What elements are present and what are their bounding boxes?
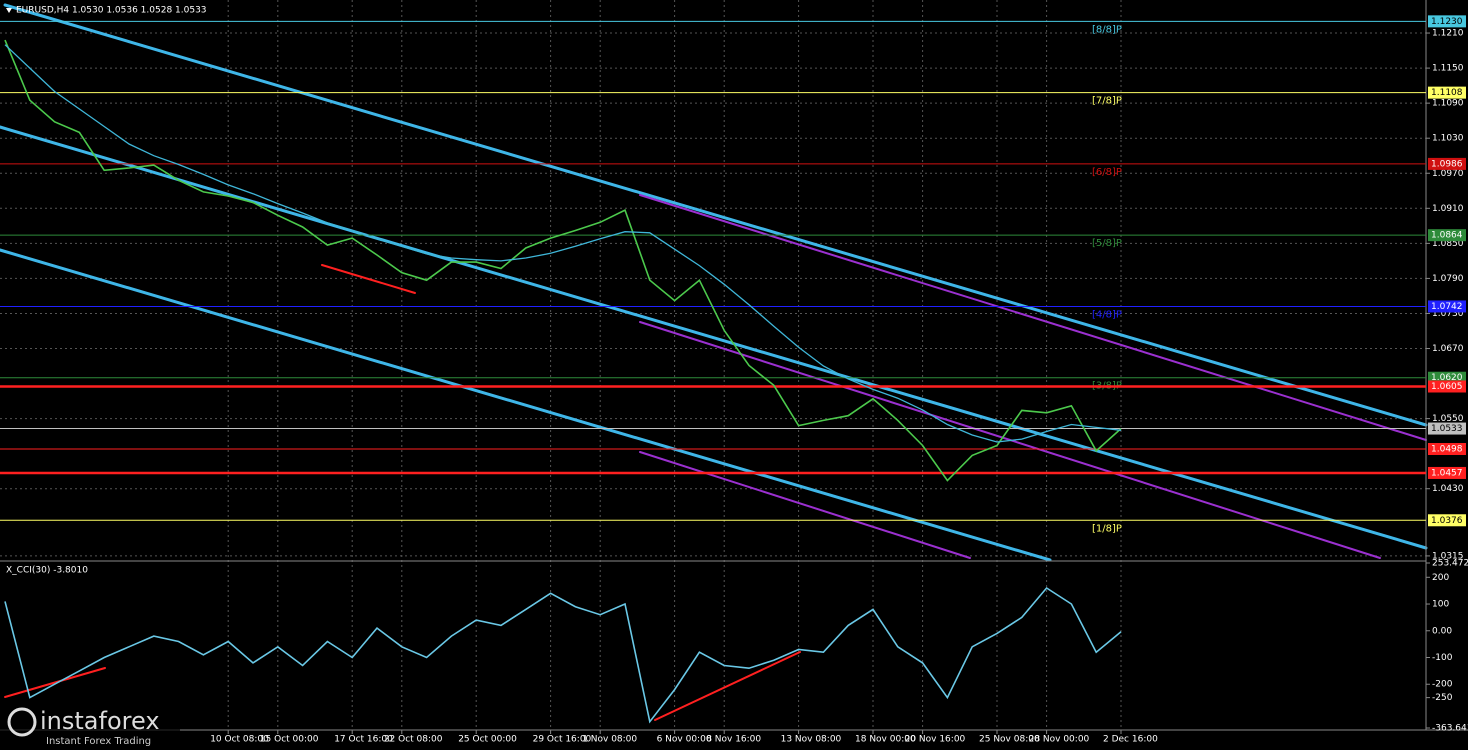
level-label: 1.0986 [1431, 159, 1463, 169]
x-tick-label: 2 Dec 16:00 [1103, 735, 1158, 745]
trend-line [321, 264, 416, 294]
channel-line [639, 194, 1427, 441]
channel-line [0, 248, 1052, 562]
level-label-bg [1428, 466, 1466, 479]
y-tick-label: 1.0550 [1432, 414, 1464, 424]
level-label: 1.0742 [1431, 302, 1463, 312]
x-tick-label: 28 Nov 00:00 [1029, 735, 1090, 745]
level-label-bg [1428, 157, 1466, 170]
level-label-bg [1428, 229, 1466, 242]
indicator-title: X_CCI(30) -3.8010 [6, 566, 88, 576]
x-tick-label: 18 Nov 00:00 [855, 735, 916, 745]
level-label-bg [1428, 422, 1466, 435]
murray-label: [7/8]P [1092, 96, 1122, 107]
trend-line [4, 667, 106, 698]
level-label: 1.0620 [1431, 373, 1463, 383]
y-tick-label: 1.0430 [1432, 484, 1464, 494]
y-tick-label: 0.00 [1432, 626, 1452, 636]
level-label: 1.0457 [1431, 468, 1463, 478]
level-label: 1.0533 [1431, 424, 1463, 434]
y-tick-label: 253.4725 [1432, 559, 1468, 569]
x-tick-label: 25 Oct 00:00 [458, 735, 517, 745]
menu-arrow [6, 8, 12, 13]
level-label: 1.0605 [1431, 382, 1463, 392]
x-tick-label: 22 Oct 08:00 [384, 735, 443, 745]
y-tick-label: -200 [1432, 680, 1453, 690]
x-tick-label: 1 Nov 08:00 [582, 735, 637, 745]
y-tick-label: 200 [1432, 573, 1449, 583]
y-tick-label: 1.0790 [1432, 274, 1464, 284]
level-label-bg [1428, 86, 1466, 99]
level-label-bg [1428, 15, 1466, 28]
logo-icon [7, 707, 37, 737]
level-label-bg [1428, 514, 1466, 527]
channels [0, 3, 1428, 721]
murray-label: [8/8]P [1092, 24, 1122, 35]
price-line [4, 586, 1122, 724]
y-tick-label: 1.1150 [1432, 64, 1464, 74]
channel-line [639, 451, 971, 559]
y-tick-label: 1.1030 [1432, 134, 1464, 144]
y-tick-label: -363.641 [1432, 724, 1468, 734]
murray-label: [5/8]P [1092, 238, 1122, 249]
level-label: 1.0376 [1431, 516, 1463, 526]
logo-tagline: Instant Forex Trading [46, 736, 151, 747]
level-label: 1.0864 [1431, 231, 1463, 241]
y-tick-label: 100 [1432, 600, 1449, 610]
x-tick-label: 17 Oct 16:00 [334, 735, 393, 745]
murray-label: [6/8]P [1092, 167, 1122, 178]
level-label-bg [1428, 300, 1466, 313]
x-tick-label: 8 Nov 16:00 [706, 735, 761, 745]
x-tick-label: 29 Oct 16:00 [533, 735, 592, 745]
channel-line [0, 125, 1428, 550]
x-tick-label: 25 Nov 08:00 [979, 735, 1040, 745]
y-tick-label: -100 [1432, 653, 1453, 663]
y-tick-label: 1.0910 [1432, 204, 1464, 214]
y-tick-label: -250 [1432, 693, 1453, 703]
chart-title: EURUSD,H4 1.0530 1.0536 1.0528 1.0533 [16, 6, 207, 16]
logo: instaforex Instant Forex Trading [0, 705, 180, 750]
murray-label: [1/8]P [1092, 523, 1122, 534]
y-tick-label: 1.0670 [1432, 344, 1464, 354]
x-tick-label: 6 Nov 00:00 [657, 735, 712, 745]
level-label: 1.1230 [1431, 17, 1463, 27]
x-tick-label: 20 Nov 16:00 [905, 735, 966, 745]
y-tick-label: 1.1210 [1432, 29, 1464, 39]
price-line [4, 39, 1122, 482]
murray-label: [4/8]P [1092, 309, 1122, 320]
layer: 1.1210 1.1150 1.1090 1.1030 1.0970 1.0910 1.08… [0, 15, 1468, 745]
x-tick-label: 13 Nov 08:00 [781, 735, 842, 745]
x-tick-label: 10 Oct 08:00 [210, 735, 269, 745]
y-tick-label: 1.0850 [1432, 239, 1464, 249]
y-tick-label: 1.0315 [1432, 551, 1464, 561]
x-tick-label: 15 Oct 00:00 [260, 735, 319, 745]
level-label-bg [1428, 380, 1466, 393]
level-label-bg [1428, 443, 1466, 455]
price-line [4, 44, 1122, 443]
channel-line [3, 3, 1428, 427]
y-tick-label: 1.0730 [1432, 309, 1464, 319]
y-tick-label: 1.1090 [1432, 99, 1464, 109]
y-tick-label: 1.0970 [1432, 169, 1464, 179]
level-label: 1.1108 [1431, 88, 1463, 98]
logo-name: instaforex [40, 707, 160, 735]
trend-line [654, 651, 801, 721]
level-label: 1.0498 [1431, 445, 1463, 455]
